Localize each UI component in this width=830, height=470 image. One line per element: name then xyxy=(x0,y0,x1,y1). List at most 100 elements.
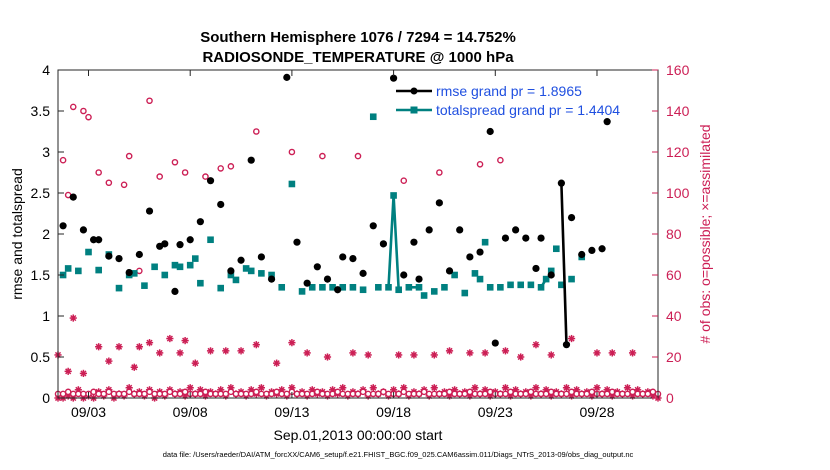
obs-possible-point xyxy=(95,169,102,176)
obs-assimilated-point xyxy=(567,334,576,343)
obs-possible-point xyxy=(120,181,128,189)
obs-assimilated-point xyxy=(364,351,372,359)
obs-assimilated-point xyxy=(252,341,260,349)
y2-tick-label: 140 xyxy=(666,103,690,119)
obs-assimilated-point xyxy=(395,351,403,359)
rmse-point xyxy=(512,226,520,234)
rmse-point xyxy=(283,73,291,81)
obs-assimilated-point xyxy=(593,349,601,357)
rmse-point xyxy=(400,271,408,279)
y-tick-label: 4 xyxy=(42,62,50,78)
totalspread-point xyxy=(507,281,514,289)
legend-totalspread-label: totalspread grand pr = 1.4404 xyxy=(436,102,620,118)
obs-possible-point xyxy=(156,173,163,180)
totalspread-point xyxy=(553,245,560,253)
obs-assimilated-point xyxy=(349,349,357,357)
rmse-point xyxy=(176,241,184,249)
obs-assimilated-point xyxy=(64,367,72,375)
obs-possible-point xyxy=(319,152,326,160)
obs-assimilated-point xyxy=(547,351,555,359)
rmse-point xyxy=(547,271,555,279)
y-tick-label: 0 xyxy=(42,390,50,406)
totalspread-point xyxy=(171,261,179,269)
obs-possible-point xyxy=(80,107,87,115)
plot-background xyxy=(58,70,658,398)
rmse-point xyxy=(476,248,484,256)
rmse-point xyxy=(578,250,586,259)
rmse-point xyxy=(293,238,301,246)
rmse-point xyxy=(562,341,571,349)
rmse-point xyxy=(425,226,433,234)
obs-assimilated-point xyxy=(517,353,525,361)
rmse-point xyxy=(456,226,464,234)
totalspread-point xyxy=(75,267,82,275)
obs-assimilated-point xyxy=(79,369,88,377)
totalspread-point xyxy=(349,284,357,291)
rmse-point xyxy=(323,275,332,283)
rmse-point xyxy=(89,236,98,244)
rmse-point xyxy=(161,240,169,248)
rmse-point xyxy=(339,253,347,261)
totalspread-point xyxy=(308,284,316,291)
totalspread-point xyxy=(268,271,275,279)
rmse-point xyxy=(379,240,388,248)
rmse-point xyxy=(445,267,454,275)
rmse-point xyxy=(237,256,245,264)
rmse-point xyxy=(247,156,255,164)
totalspread-point xyxy=(420,292,428,299)
obs-assimilated-point xyxy=(303,349,311,357)
y2-axis-label: # of obs: o=possible; ×=assimilated xyxy=(697,124,713,343)
y-tick-label: 1 xyxy=(42,308,50,324)
totalspread-point xyxy=(369,113,377,121)
obs-assimilated-point xyxy=(135,343,143,351)
rmse-point xyxy=(303,279,311,287)
rmse-point xyxy=(486,127,494,136)
obs-possible-point xyxy=(354,152,362,160)
y-axis-label: rmse and totalspread xyxy=(9,168,25,300)
obs-possible-point xyxy=(59,156,67,164)
x-tick-label: 09/23 xyxy=(478,404,513,420)
totalspread-point xyxy=(278,284,286,291)
obs-assimilated-point xyxy=(562,384,571,392)
y2-axis-ticks: 0 20 40 60 80 100 120 140 160 xyxy=(652,62,690,406)
rmse-point xyxy=(267,275,276,283)
rmse-point xyxy=(334,286,342,294)
totalspread-point xyxy=(329,284,336,291)
totalspread-point xyxy=(476,275,484,283)
obs-assimilated-point xyxy=(501,384,510,392)
y-tick-label: 3 xyxy=(42,144,50,160)
x-tick-label: 09/28 xyxy=(579,404,614,420)
rmse-point xyxy=(135,250,143,259)
obs-possible-point xyxy=(202,173,209,180)
obs-assimilated-point xyxy=(501,347,510,355)
y-tick-label: 1.5 xyxy=(31,267,51,283)
rmse-point xyxy=(389,74,398,82)
legend-totalspread-marker xyxy=(410,106,418,114)
y-tick-label: 0.5 xyxy=(31,349,51,365)
totalspread-point xyxy=(461,289,469,297)
totalspread-point xyxy=(527,281,535,289)
totalspread-point xyxy=(95,266,102,274)
rmse-point xyxy=(567,214,576,222)
obs-assimilated-point xyxy=(222,347,230,355)
totalspread-point xyxy=(497,284,504,291)
obs-assimilated-point xyxy=(156,349,164,357)
obs-possible-point xyxy=(253,128,260,135)
obs-possible-point xyxy=(497,156,504,164)
totalspread-point xyxy=(395,286,402,294)
totalspread-point xyxy=(298,288,306,295)
rmse-point xyxy=(115,255,123,263)
x-tick-label: 09/18 xyxy=(376,404,411,420)
rmse-point xyxy=(227,267,235,275)
obs-assimilated-point xyxy=(430,384,438,392)
rmse-point xyxy=(196,218,204,226)
totalspread-point xyxy=(64,265,72,272)
obs-possible-point xyxy=(227,163,235,170)
y2-tick-label: 80 xyxy=(666,226,682,242)
y2-tick-label: 160 xyxy=(666,62,690,78)
totalspread-point xyxy=(288,180,296,188)
rmse-point xyxy=(349,255,357,263)
totalspread-point xyxy=(85,248,92,256)
obs-assimilated-point xyxy=(105,357,113,365)
